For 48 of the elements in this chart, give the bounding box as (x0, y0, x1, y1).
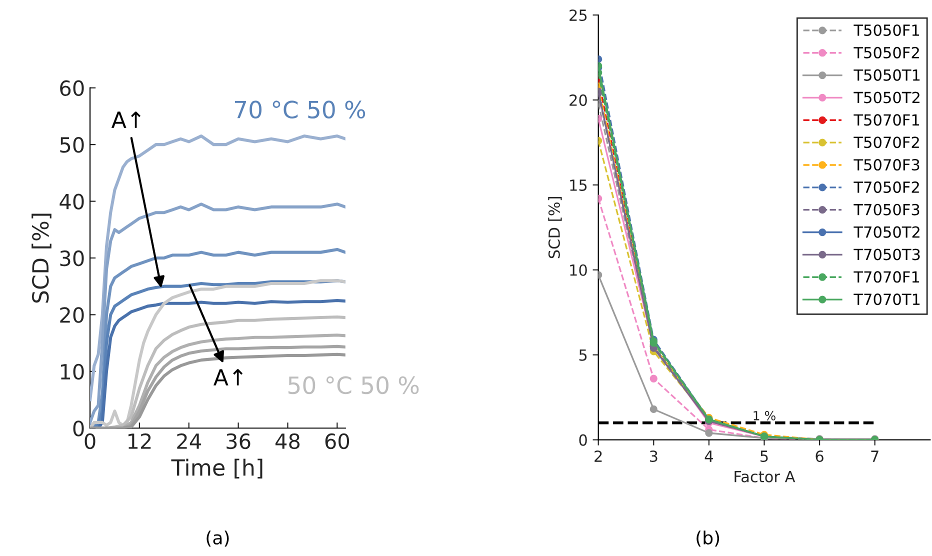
legend-label: T7050T2 (854, 226, 920, 238)
x-tick-label: 12 (128, 433, 151, 449)
legend-label: T5070F1 (854, 114, 920, 126)
x-tick-label: 60 (325, 433, 350, 450)
text: (a) (206, 530, 229, 547)
text: (b) (696, 530, 720, 547)
legend-label: T5050F2 (854, 46, 919, 58)
x-tick-label: 7 (871, 450, 878, 462)
y-tick-label: 60 (60, 80, 84, 96)
y-tick-label: 10 (60, 364, 84, 380)
legend-label: T7050F3 (854, 204, 920, 216)
y-tick-label: 25 (570, 9, 587, 22)
y-axis-title: SCD [%] (548, 197, 562, 258)
x-tick-label: 2 (594, 450, 602, 462)
annotation: A↑ (111, 112, 141, 128)
annotation: A↑ (213, 369, 243, 386)
legend-label: T7050T3 (854, 248, 920, 260)
y-tick-label: 30 (60, 250, 84, 266)
legend-label: T5050T1 (854, 69, 920, 81)
ref-line-label: 1 % (754, 410, 776, 420)
y-tick-label: 5 (579, 350, 587, 361)
x-tick-label: 4 (704, 450, 713, 462)
y-tick-label: 20 (60, 307, 84, 323)
y-tick-label: 40 (60, 194, 84, 210)
x-tick-label: 36 (226, 433, 250, 450)
y-tick-label: 20 (570, 94, 587, 106)
x-tick-label: 24 (177, 433, 201, 449)
annotation: 50 °C 50 % (288, 376, 419, 394)
x-tick-label: 6 (816, 450, 824, 462)
x-tick-label: 3 (650, 450, 658, 462)
legend-label: T7070T1 (854, 294, 920, 306)
legend-label: T5050T2 (854, 92, 920, 104)
legend-label: T7070F1 (854, 271, 920, 283)
legend-label: T5070F2 (854, 136, 919, 148)
x-tick-label: 0 (84, 433, 96, 450)
legend-label: T7050F2 (854, 181, 919, 193)
y-tick-label: 0 (73, 420, 84, 436)
annotation: 70 °C 50 % (234, 100, 366, 119)
x-axis-title: Time [h] (171, 458, 262, 479)
y-tick-label: 50 (60, 137, 84, 153)
y-axis-title: SCD [%] (32, 214, 52, 303)
legend-label: T5050F1 (854, 24, 920, 36)
y-tick-label: 10 (570, 264, 587, 276)
x-tick-label: 48 (276, 433, 300, 450)
y-tick-label: 15 (570, 180, 587, 191)
legend-label: T5070F3 (854, 159, 920, 171)
x-axis-title: Factor A (734, 471, 796, 482)
x-tick-label: 5 (760, 450, 768, 462)
